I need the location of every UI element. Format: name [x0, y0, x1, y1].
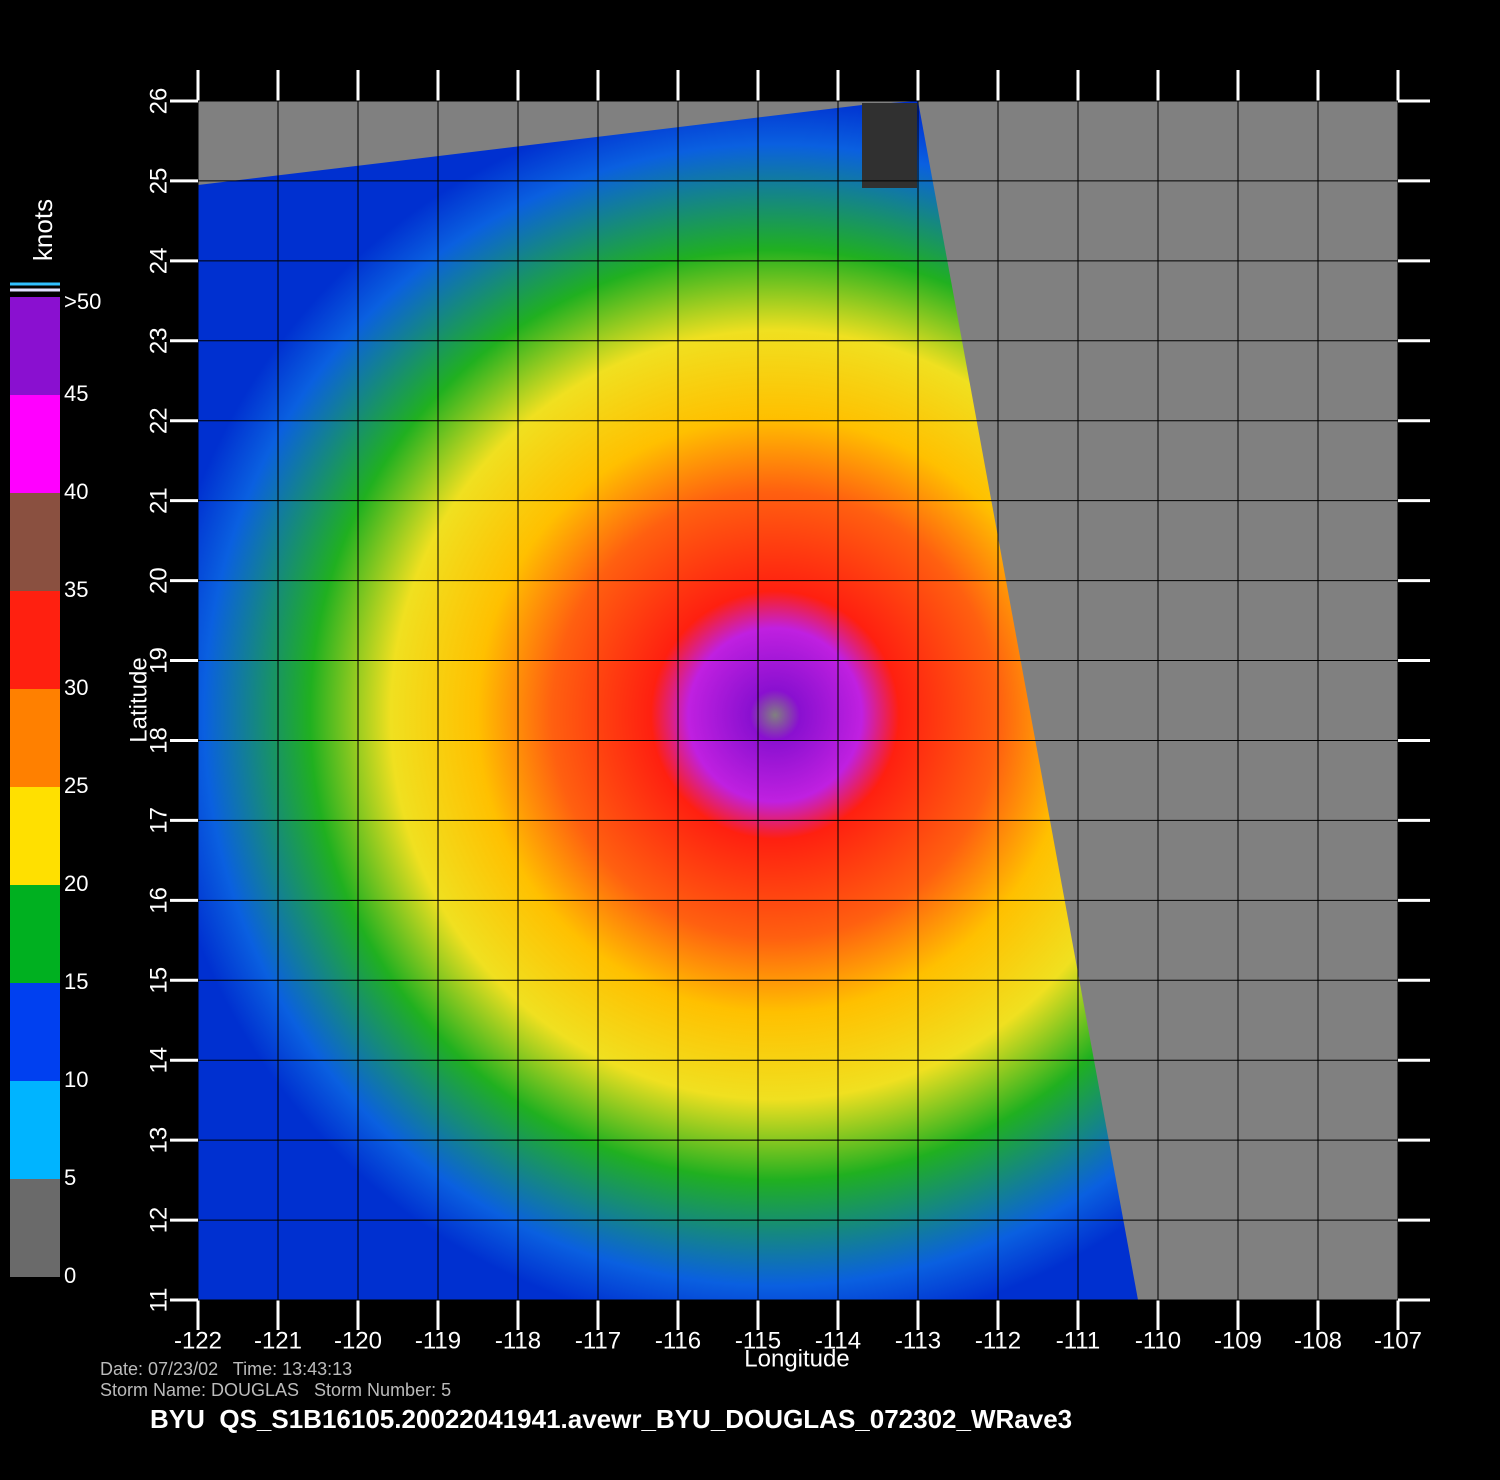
x-tick-label: -119: [415, 1327, 461, 1354]
x-tick-label: -120: [334, 1327, 382, 1354]
x-tick-label: -116: [655, 1327, 701, 1354]
y-tick-label: 17: [145, 807, 172, 834]
x-tick-label: -111: [1056, 1327, 1100, 1354]
colorbar-tick-label: 5: [64, 1165, 76, 1190]
colorbar-tick-label: 0: [64, 1263, 76, 1288]
y-tick-label: 26: [145, 88, 172, 115]
colorbar-band: [10, 297, 60, 395]
x-tick-label: -121: [254, 1327, 302, 1354]
land-patch: [862, 103, 917, 188]
x-tick-label: -110: [1135, 1327, 1181, 1354]
y-tick-label: 25: [145, 168, 172, 195]
colorbar-label: knots: [28, 199, 58, 261]
y-tick-label: 21: [145, 487, 172, 514]
y-tick-label: 14: [145, 1047, 172, 1074]
colorbar-band: [10, 1179, 60, 1277]
x-tick-label: -107: [1374, 1327, 1422, 1354]
colorbar-tick-label: 10: [64, 1067, 88, 1092]
colorbar-band: [10, 787, 60, 885]
y-tick-label: 24: [145, 248, 172, 275]
y-tick-label: 15: [145, 967, 172, 994]
y-tick-label: 20: [145, 567, 172, 594]
y-axis-label: Latitude: [125, 657, 152, 742]
y-tick-label: 23: [145, 327, 172, 354]
x-tick-label: -112: [975, 1327, 1021, 1354]
colorbar-band: [10, 493, 60, 591]
colorbar-band: [10, 885, 60, 983]
x-tick-label: -108: [1294, 1327, 1342, 1354]
y-tick-label: 16: [145, 887, 172, 914]
x-tick-label: -115: [735, 1327, 781, 1354]
colorbar-band: [10, 395, 60, 493]
colorbar-band: [10, 983, 60, 1081]
x-tick-label: -114: [815, 1327, 861, 1354]
colorbar-tick-label: 45: [64, 381, 88, 406]
colorbar-tick-label: 30: [64, 675, 88, 700]
colorbar-band: [10, 1081, 60, 1179]
product-title: BYU QS_S1B16105.20022041941.avewr_BYU_DO…: [150, 1404, 1072, 1434]
date-line: Date: 07/23/02 Time: 13:43:13: [100, 1359, 352, 1379]
colorbar-band: [10, 591, 60, 689]
colorbar-tick-label: 40: [64, 479, 88, 504]
x-tick-label: -118: [495, 1327, 541, 1354]
x-axis-label: Longitude: [744, 1345, 849, 1372]
storm-line: Storm Name: DOUGLAS Storm Number: 5: [100, 1380, 451, 1400]
wind-swath: [198, 101, 1138, 1300]
y-tick-label: 18: [145, 727, 172, 754]
x-tick-label: -113: [895, 1327, 941, 1354]
y-tick-label: 11: [145, 1288, 172, 1313]
y-tick-label: 13: [145, 1127, 172, 1154]
x-tick-label: -122: [174, 1327, 222, 1354]
y-tick-label: 22: [145, 407, 172, 434]
x-tick-label: -117: [575, 1327, 621, 1354]
colorbar-tick-label: 20: [64, 871, 88, 896]
colorbar-band: [10, 689, 60, 787]
colorbar-tick-label: 35: [64, 577, 88, 602]
y-tick-label: 12: [145, 1207, 172, 1234]
colorbar-tick-label: >50: [64, 289, 101, 314]
x-tick-label: -109: [1214, 1327, 1262, 1354]
y-tick-label: 19: [145, 647, 172, 674]
colorbar-tick-label: 15: [64, 969, 88, 994]
colorbar-tick-label: 25: [64, 773, 88, 798]
